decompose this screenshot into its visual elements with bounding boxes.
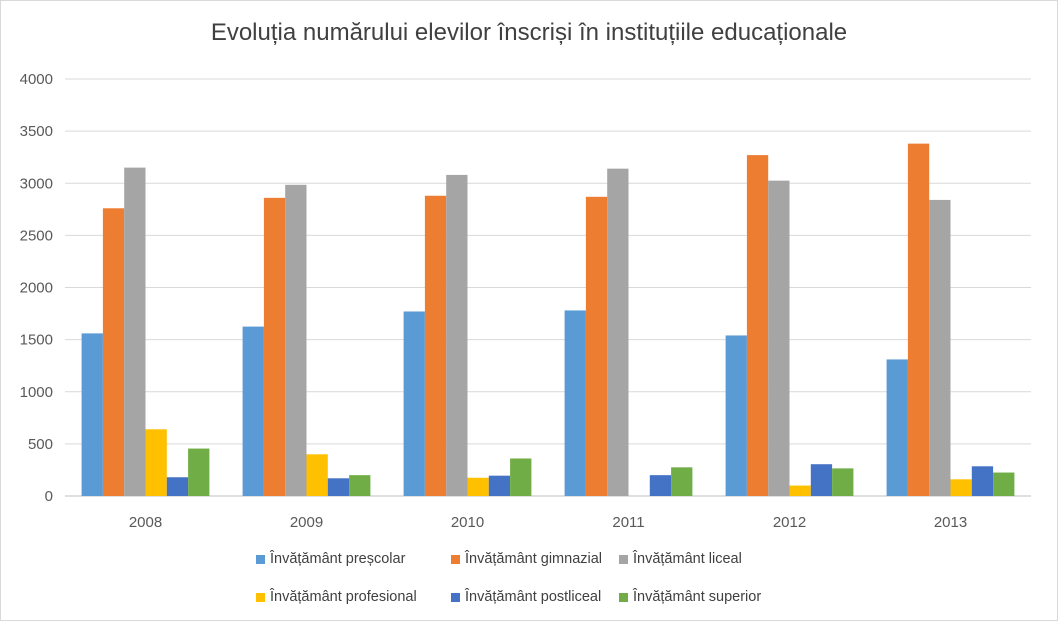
legend-swatch [619,554,628,564]
bar [102,208,125,496]
x-tick-label: 2009 [290,514,323,531]
bar [124,167,146,497]
legend-swatch [451,592,460,602]
bar [585,196,608,497]
bar [746,155,769,497]
legend-item: Învățământ superior [619,587,779,607]
bar [263,197,286,496]
bar [993,472,1015,496]
legend-label: Învățământ liceal [633,551,742,567]
bar [649,475,672,496]
bar [929,199,951,496]
legend-item: Învățământ gimnazial [451,549,619,569]
y-tick-label: 0 [45,488,53,505]
bar [564,310,586,496]
bar [242,326,264,496]
legend: Învățământ preșcolar Învățământ gimnazia… [256,549,816,625]
bar [166,477,189,496]
bar [424,195,447,496]
bar [446,174,468,496]
bar [467,477,489,496]
legend-label: Învățământ profesional [270,589,417,605]
bar [950,479,972,496]
legend-item: Învățământ preșcolar [256,549,451,569]
legend-swatch [256,592,265,602]
y-tick-label: 500 [28,436,53,453]
bar [832,468,854,496]
y-tick-label: 2000 [20,280,53,297]
bar [789,485,811,496]
bar [510,458,532,496]
bar [327,478,350,496]
bars [81,143,1015,497]
y-tick-label: 1000 [20,384,53,401]
x-tick-label: 2010 [451,514,484,531]
y-tick-label: 3000 [20,175,53,192]
bar [488,475,511,496]
bar [671,467,693,496]
bar [907,143,930,496]
legend-item: Învățământ profesional [256,587,451,607]
bar [306,454,328,496]
bar [81,333,103,496]
chart-title: Evoluția numărului elevilor înscriși în … [210,19,848,46]
legend-row: Învățământ profesional Învățământ postli… [256,587,816,607]
bar [285,184,307,496]
bar [403,311,425,496]
x-tick-label: 2012 [773,514,806,531]
y-tick-label: 2500 [20,227,53,244]
legend-swatch [256,554,265,564]
bar [810,464,833,496]
bar [607,168,629,496]
bar [725,335,747,496]
legend-item: Învățământ postliceal [451,587,619,607]
legend-label: Învățământ postliceal [465,589,602,605]
x-tick-label: 2008 [129,514,162,531]
gridlines [65,78,1031,497]
legend-row: Învățământ preșcolar Învățământ gimnazia… [256,549,816,569]
legend-item: Învățământ liceal [619,549,779,569]
y-tick-label: 3500 [20,123,53,140]
x-tick-label: 2011 [612,514,644,531]
bar [886,359,908,496]
bar [768,180,790,497]
x-tick-label: 2013 [934,514,967,531]
bar [971,466,994,496]
bar [349,475,371,496]
legend-label: Învățământ gimnazial [465,551,603,567]
y-tick-label: 4000 [20,71,53,88]
y-axis-ticks: 0 500 1000 1500 2000 2500 3000 3500 4000 [20,71,53,505]
bar [145,429,167,496]
y-tick-label: 1500 [20,332,53,349]
legend-label: Învățământ preșcolar [270,551,406,567]
bar [188,448,210,496]
x-axis-ticks: 2008 2009 2010 2011 2012 2013 [129,514,967,531]
legend-swatch [619,592,628,602]
legend-swatch [451,554,460,564]
legend-label: Învățământ superior [633,589,762,605]
